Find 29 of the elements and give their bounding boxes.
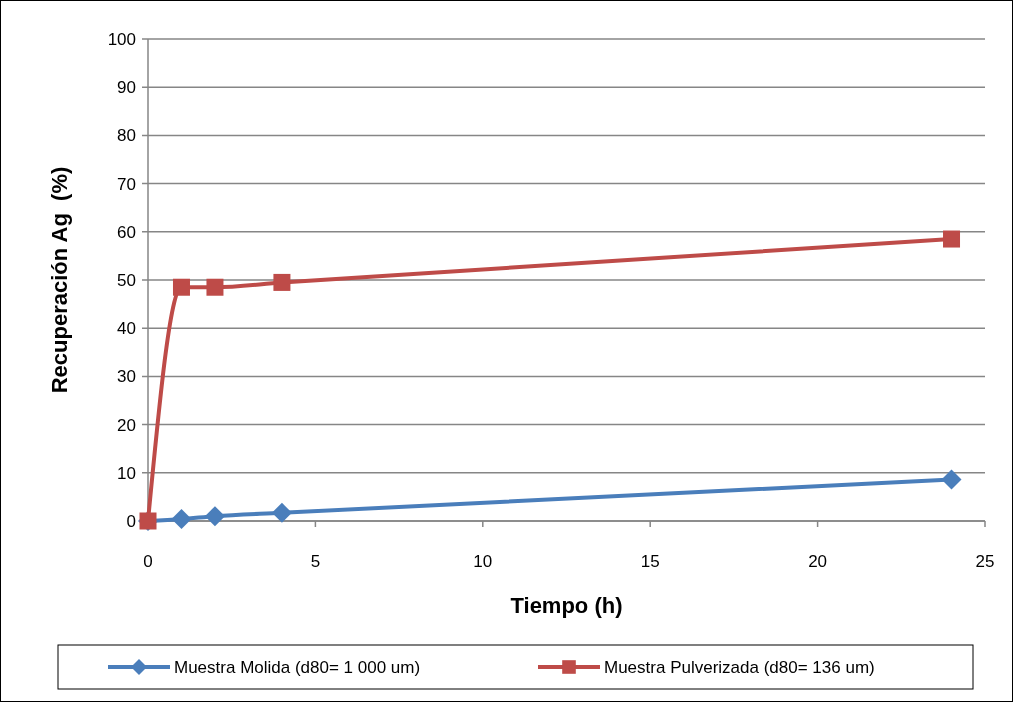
y-tick-label: 70 (117, 174, 136, 194)
y-tick-label: 30 (117, 367, 136, 387)
y-tick-label: 20 (117, 415, 136, 435)
point (941, 469, 962, 490)
y-axis-title: Recuperación Ag (%) (47, 166, 72, 394)
x-tick-label: 5 (310, 552, 321, 571)
legend-label: Muestra Molida (d80= 1 000 um) (174, 657, 421, 677)
point (172, 278, 190, 296)
x-tick-label: 25 (975, 552, 995, 571)
y-tick-label: 10 (117, 463, 136, 483)
point (171, 509, 192, 530)
y-tick-label: 40 (117, 319, 136, 339)
point (204, 506, 225, 527)
y-tick-label: 60 (117, 222, 136, 242)
legend-label: Muestra Pulverizada (d80= 136 um) (604, 657, 875, 677)
y-tick-label: 100 (107, 29, 136, 49)
y-tick-label: 50 (117, 270, 136, 290)
x-tick-label: 10 (473, 552, 493, 571)
x-tick-label: 15 (640, 552, 660, 571)
y-tick-label: 90 (117, 78, 136, 98)
y-tick-label: 0 (126, 511, 136, 531)
point (273, 273, 291, 291)
point (206, 278, 224, 296)
x-axis-title: Tiempo (h) (510, 593, 623, 618)
x-tick-label: 0 (143, 552, 153, 571)
point (943, 230, 961, 248)
y-tick-label: 80 (117, 126, 136, 146)
x-tick-label: 20 (808, 552, 828, 571)
point (271, 502, 292, 523)
